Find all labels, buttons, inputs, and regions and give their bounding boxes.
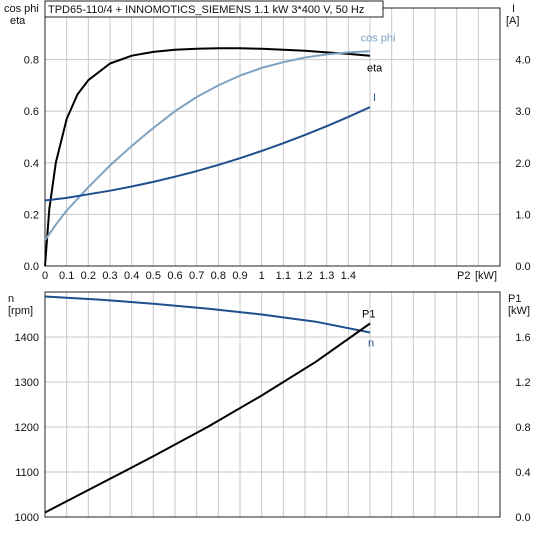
bottom-right-axis-label-1: P1	[508, 293, 521, 305]
x-tick-label: 0.5	[146, 270, 161, 282]
x-tick-label: 0.8	[211, 270, 226, 282]
right-y-tick-label: 1.0	[515, 209, 530, 221]
x-tick-label: 0.2	[81, 270, 96, 282]
left-y-tick-label: 0.0	[24, 261, 39, 273]
bottom-tick-labels: 1000 1100 1200 1300 1400 0.0 0.4 0.8 1.2 1.6	[15, 332, 531, 524]
top-tick-labels: 0.0 0.2 0.4 0.6 0.8 0.0 1.0 2.0 3.0 4.0 0 0.1 0.2 0.3…	[24, 55, 531, 282]
x-tick-label: 1.2	[297, 270, 312, 282]
left-y-tick-label: 0.4	[24, 158, 39, 170]
right-y-tick-label: 1.6	[515, 332, 530, 344]
top-left-axis-label-1: cos phi	[4, 3, 39, 15]
left-y-tick-label: 1000	[15, 512, 39, 524]
left-y-tick-label: 1200	[15, 422, 39, 434]
top-grid	[45, 8, 500, 266]
right-y-tick-label: 0.4	[515, 467, 530, 479]
top-left-axis-label-2: eta	[10, 15, 26, 27]
right-y-tick-label: 0.8	[515, 422, 530, 434]
top-plot-frame	[44, 7, 501, 267]
series-label-cos-phi: cos phi	[361, 32, 396, 44]
right-y-tick-label: 0.0	[515, 512, 530, 524]
right-y-tick-label: 1.2	[515, 377, 530, 389]
left-y-tick-label: 0.6	[24, 106, 39, 118]
series-line-speed	[44, 295, 371, 334]
series-line-cos-phi	[44, 50, 371, 241]
top-right-axis-label-1: I	[512, 3, 515, 15]
series-line-eta	[44, 47, 371, 267]
x-tick-label: 0	[42, 270, 48, 282]
bottom-grid	[45, 292, 500, 517]
right-y-tick-label: 2.0	[515, 158, 530, 170]
series-label-speed: n	[368, 338, 374, 350]
x-tick-label: 1.3	[319, 270, 334, 282]
left-y-tick-label: 0.8	[24, 55, 39, 67]
x-tick-label: 1	[259, 270, 265, 282]
bottom-right-axis-label-2: [kW]	[508, 305, 530, 317]
x-tick-label: 0.6	[167, 270, 182, 282]
bottom-left-axis-label-1: n	[8, 293, 14, 305]
top-series-layer: eta cos phi I	[44, 32, 396, 267]
left-y-tick-label: 0.2	[24, 209, 39, 221]
bottom-left-axis-label-2: [rpm]	[8, 305, 33, 317]
left-y-tick-label: 1300	[15, 377, 39, 389]
x-axis-unit-label: P2	[457, 270, 470, 282]
top-right-axis-label-2: [A]	[506, 15, 519, 27]
x-tick-label: 0.3	[102, 270, 117, 282]
left-y-tick-label: 1400	[15, 332, 39, 344]
right-y-tick-label: 4.0	[515, 55, 530, 67]
right-y-tick-label: 3.0	[515, 106, 530, 118]
right-y-tick-label: 0.0	[515, 261, 530, 273]
title-box	[44, 0, 384, 18]
left-y-tick-label: 1100	[15, 467, 39, 479]
bottom-chart-panel: nP1 100011001200130014000.00.40.81.21.6 …	[8, 291, 531, 524]
series-label-current: I	[373, 92, 376, 104]
chart-title: TPD65-110/4 + INNOMOTICS_SIEMENS 1.1 kW …	[48, 4, 364, 16]
x-tick-label: 0.9	[232, 270, 247, 282]
series-label-p1: P1	[362, 309, 375, 321]
series-line-p1	[44, 322, 371, 514]
series-line-current	[44, 106, 371, 202]
bottom-series-layer: n P1	[44, 295, 375, 514]
x-tick-label: 0.7	[189, 270, 204, 282]
x-axis-unit: [kW]	[475, 270, 497, 282]
x-tick-label: 0.1	[59, 270, 74, 282]
x-tick-label: 0.4	[124, 270, 139, 282]
bottom-plot-frame	[44, 291, 501, 518]
series-label-eta: eta	[367, 63, 383, 75]
x-tick-label: 1.4	[341, 270, 356, 282]
x-tick-label: 1.1	[276, 270, 291, 282]
